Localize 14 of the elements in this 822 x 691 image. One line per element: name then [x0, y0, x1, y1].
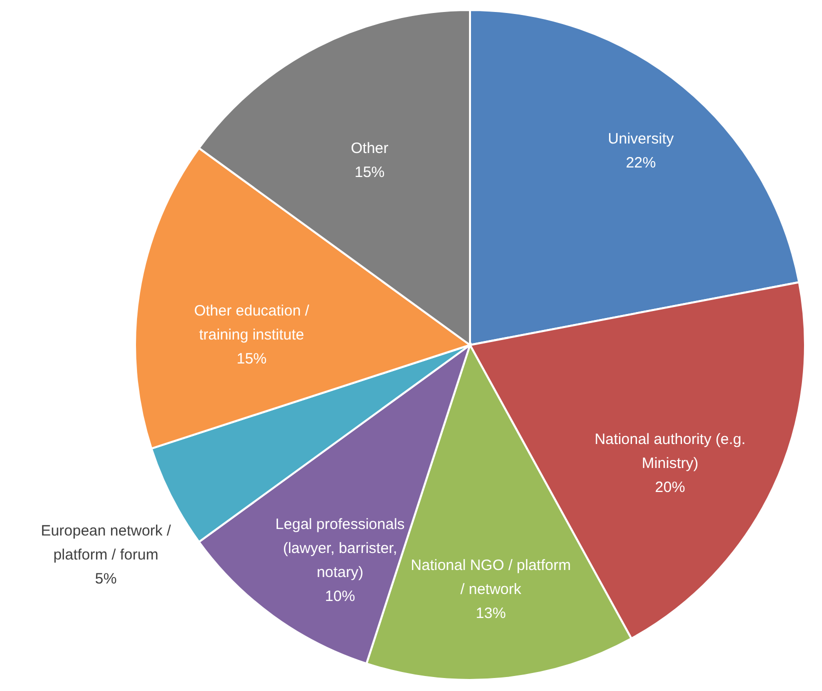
data-label: 5% — [95, 570, 117, 588]
data-label: 13% — [476, 605, 506, 622]
slice-label: Other education / training institute — [194, 302, 310, 344]
slice-label: University — [608, 130, 674, 148]
slice-label: Legal professionals (lawyer, barrister, notary) — [275, 516, 405, 581]
data-label: 15% — [236, 350, 267, 368]
data-label: 22% — [626, 154, 656, 172]
data-label: 20% — [655, 479, 686, 496]
data-label: 15% — [354, 164, 385, 181]
slice-label: National NGO / platform / network — [410, 557, 571, 598]
slice-label: National authority (e.g. Ministry) — [594, 431, 746, 472]
data-label: 10% — [325, 588, 356, 605]
slice-label: Other — [350, 140, 388, 157]
slice-label: European network / platform / forum — [40, 522, 172, 564]
